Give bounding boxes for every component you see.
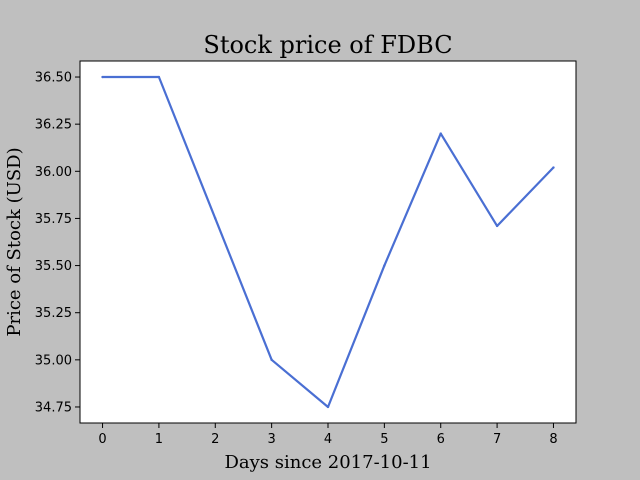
x-tick-label: 3 bbox=[267, 432, 275, 447]
data-point bbox=[326, 405, 330, 409]
x-tick-label: 4 bbox=[324, 432, 332, 447]
x-tick-label: 0 bbox=[98, 432, 106, 447]
data-point bbox=[157, 75, 161, 79]
ticks-layer: 0 1 2 3 4 5 6 7 8 34.75 35.00 35.25 35.50 35.75 36.00 3… bbox=[35, 71, 558, 447]
y-tick-label: 36.25 bbox=[35, 118, 72, 133]
plot-area bbox=[80, 61, 576, 423]
series-layer bbox=[101, 75, 555, 409]
y-tick-label: 35.25 bbox=[35, 306, 72, 321]
data-point bbox=[439, 132, 442, 135]
y-tick-label: 36.50 bbox=[35, 71, 72, 86]
chart-title: Stock price of FDBC bbox=[203, 31, 452, 59]
y-axis-label: Price of Stock (USD) bbox=[4, 147, 25, 336]
data-point bbox=[383, 264, 386, 267]
x-tick-label: 1 bbox=[155, 432, 163, 447]
y-tick-label: 35.50 bbox=[35, 259, 72, 274]
data-point bbox=[495, 224, 499, 228]
x-tick-label: 6 bbox=[437, 432, 445, 447]
x-tick-label: 7 bbox=[493, 432, 501, 447]
data-point bbox=[270, 358, 273, 362]
y-tick-label: 34.75 bbox=[35, 400, 72, 415]
data-point bbox=[214, 217, 217, 220]
data-point bbox=[552, 166, 555, 169]
x-tick-label: 2 bbox=[211, 432, 219, 447]
x-axis-label: Days since 2017-10-11 bbox=[224, 452, 431, 473]
y-tick-label: 35.75 bbox=[35, 212, 72, 227]
x-tick-label: 5 bbox=[380, 432, 388, 447]
data-point bbox=[101, 75, 104, 79]
x-tick-label: 8 bbox=[549, 432, 557, 447]
y-tick-label: 36.00 bbox=[35, 165, 72, 180]
y-tick-label: 35.00 bbox=[35, 353, 72, 368]
plot-frame bbox=[79, 60, 577, 424]
